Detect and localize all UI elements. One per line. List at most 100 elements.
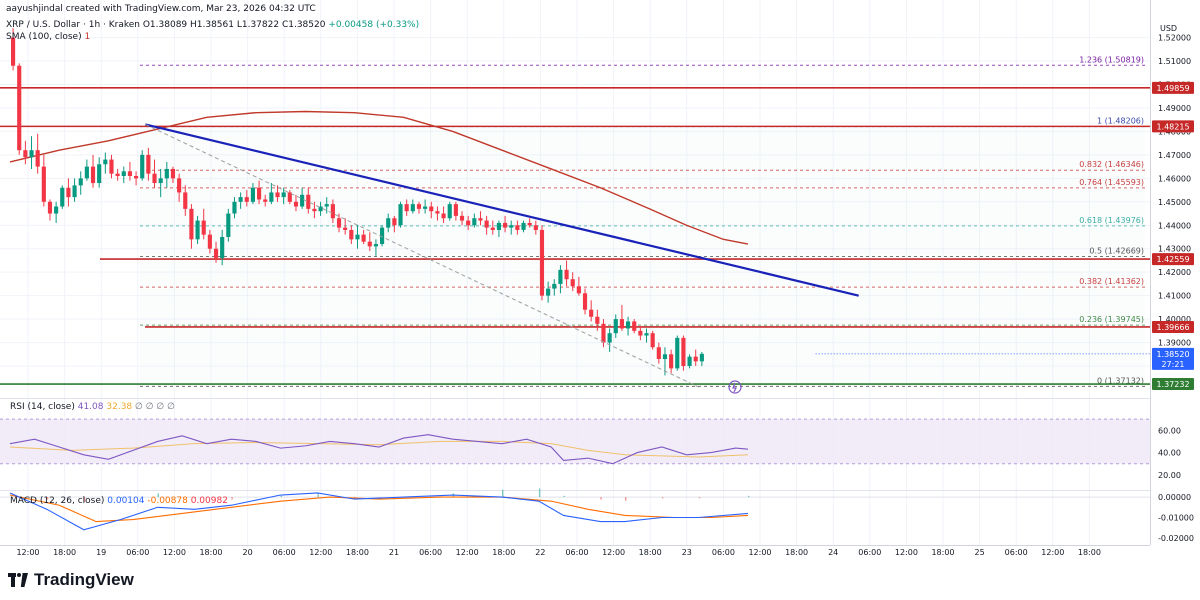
price-tick-label: 1.40000 — [1158, 315, 1191, 324]
rsi-tick-label: 60.00 — [1158, 426, 1181, 435]
rsi-extras: ∅ ∅ ∅ ∅ — [135, 402, 175, 412]
macd-histogram-bar — [157, 493, 159, 498]
candle-body — [306, 194, 311, 209]
macd-legend[interactable]: MACD (12, 26, close) 0.00104 -0.00878 0.… — [10, 496, 228, 506]
candle-body — [687, 356, 692, 367]
candle-body — [607, 333, 612, 343]
rsi-legend[interactable]: RSI (14, close) 41.08 32.38 ∅ ∅ ∅ ∅ — [10, 402, 175, 412]
candle-body — [177, 178, 182, 193]
fib-label: 0.5 (1.42669) — [1089, 246, 1144, 255]
rsi-ma-line — [9, 440, 749, 458]
macd-histogram-bar — [317, 493, 319, 498]
candle-body — [287, 192, 292, 202]
candle-body — [300, 194, 305, 207]
candle-body — [336, 218, 342, 228]
time-tick-label: 21 — [389, 548, 399, 557]
candle-body — [447, 204, 452, 219]
time-tick-label: 18:00 — [785, 548, 808, 557]
price-tick-label: 1.45000 — [1158, 198, 1191, 207]
candle-body — [312, 208, 317, 212]
candle-body — [109, 159, 114, 174]
fib-label: 0.618 (1.43976) — [1079, 216, 1144, 225]
candle-body — [47, 201, 53, 214]
candle-body — [392, 218, 397, 226]
macd-histogram-bar — [661, 497, 664, 499]
candle-body — [90, 166, 96, 184]
candle-body — [281, 192, 286, 198]
pane-divider-rsi — [0, 398, 1150, 399]
candle-body — [35, 150, 40, 167]
rsi-value: 41.08 — [77, 402, 104, 412]
candle-body — [681, 337, 686, 367]
time-tick-label: 06:00 — [565, 548, 588, 557]
fib-fill — [140, 126, 1145, 387]
trendlines[interactable] — [145, 123, 859, 388]
countdown-label: 27:21 — [1161, 360, 1184, 369]
price-badge — [1152, 81, 1194, 94]
candle-body — [515, 225, 520, 230]
macd-histogram-bar — [563, 495, 565, 498]
candle-body — [195, 220, 200, 240]
candle-body — [552, 283, 557, 289]
candle-body — [533, 225, 538, 230]
candle-body — [459, 215, 465, 221]
time-tick-label: 12:00 — [16, 548, 39, 557]
price-badge-label: 1.42559 — [1156, 255, 1189, 264]
time-tick-label: 18:00 — [639, 548, 662, 557]
time-tick-label: 12:00 — [895, 548, 918, 557]
candle-body — [539, 229, 545, 296]
rsi-label: RSI (14, close) — [10, 402, 75, 412]
rsi-band — [0, 419, 1150, 464]
time-axis[interactable]: 12:00 18:00 19 06:00 12:00 18:00 20 06:00 12:00 1… — [16, 548, 1100, 557]
candle-body — [269, 192, 274, 202]
candle-body — [361, 234, 366, 242]
candle-body — [601, 323, 606, 343]
candle-body — [589, 309, 594, 317]
macd-histogram-bar — [538, 488, 541, 498]
candle-body — [490, 227, 495, 230]
candle-body — [626, 321, 631, 329]
time-tick-label: 06:00 — [273, 548, 296, 557]
candle-body — [484, 220, 489, 228]
candle-body — [521, 222, 526, 230]
time-tick-label: 12:00 — [1041, 548, 1064, 557]
horizontal-levels[interactable] — [0, 87, 1150, 385]
candle-body — [669, 354, 674, 369]
candle-body — [134, 176, 139, 179]
candle-body — [213, 248, 219, 259]
candle-body — [29, 150, 34, 158]
candle-body — [380, 227, 385, 245]
hist-value: 0.00982 — [190, 496, 228, 506]
price-badge — [1152, 253, 1194, 266]
sma-legend[interactable]: SMA (100, close) 1 — [6, 32, 90, 42]
price-tick-label: 1.42000 — [1158, 268, 1191, 277]
candle-body — [41, 166, 46, 202]
current-price-label: 1.38520 — [1156, 350, 1189, 359]
candle-body — [478, 218, 483, 221]
macd-histogram-bar — [748, 495, 750, 498]
price-axis-border — [1150, 0, 1151, 545]
macd-tick-label: -0.02000 — [1158, 534, 1194, 543]
tradingview-logo[interactable]: TradingView — [8, 570, 134, 590]
candle-body — [275, 192, 280, 198]
candle-body — [349, 229, 354, 240]
candle-body — [423, 206, 428, 209]
macd-histogram-bar — [698, 497, 701, 499]
candle-body — [453, 204, 458, 216]
price-tick-label: 1.41000 — [1158, 292, 1191, 301]
candle-body — [263, 199, 268, 202]
candle-body — [152, 173, 157, 184]
candle-body — [78, 178, 83, 186]
macd-line — [9, 492, 749, 531]
candle-body — [232, 201, 237, 214]
sma-line — [9, 110, 749, 245]
replay-icon[interactable] — [728, 380, 742, 394]
symbol-legend[interactable]: XRP / U.S. Dollar · 1h · Kraken O1.38089… — [6, 20, 419, 30]
price-badges: 1.49859 1.48215 1.42559 1.39666 1.37232 1.385… — [1152, 81, 1194, 391]
rsi-pane — [0, 418, 1150, 465]
rsi-ma-value: 32.38 — [106, 402, 133, 412]
fib-label: 1 (1.48206) — [1097, 117, 1144, 126]
time-tick-label: 18:00 — [492, 548, 515, 557]
candle-body — [416, 204, 422, 209]
